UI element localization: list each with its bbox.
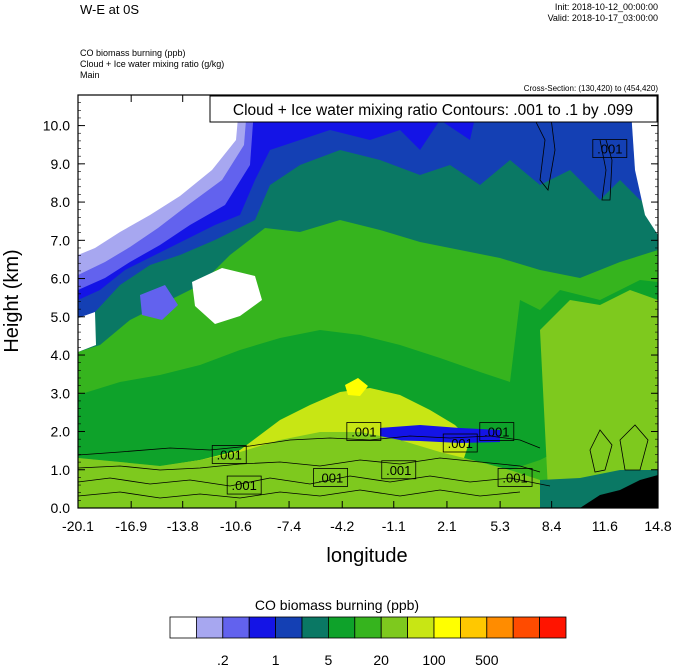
low-light-green (78, 432, 540, 508)
white-upper-right (630, 95, 658, 235)
filled-field-layer (78, 95, 658, 508)
colorbar-title: CO biomass burning (ppb) (254, 597, 420, 613)
x-tick-label: -13.8 (167, 518, 199, 534)
cloud-contour-layer (78, 109, 649, 499)
colorbar-swatch (275, 616, 303, 639)
x-tick-label: 2.1 (437, 518, 457, 534)
x-tick-label: -1.1 (382, 518, 406, 534)
colorbar-label: .2 (216, 652, 229, 668)
contour-label: .001 (232, 478, 257, 493)
y-tick-label: 7.0 (51, 232, 71, 248)
y-tick-label: 0.0 (51, 500, 71, 516)
blue-patch-left (140, 285, 178, 320)
white-mid-patch (192, 268, 262, 324)
x-tick-label: 8.4 (542, 518, 562, 534)
colorbar-swatch (486, 616, 514, 639)
contour-label-layer: .001 .001 .001 .001 .001 .001 .001 .001 .001 (211, 139, 628, 495)
field-description-line: Cloud + Ice water mixing ratio (g/kg) (80, 59, 225, 69)
contour-label-box (226, 475, 262, 495)
colorbar-swatch (327, 616, 356, 639)
colorbar-label: 20 (373, 652, 389, 668)
colorbar (169, 616, 567, 639)
colorbar-swatch (195, 616, 224, 639)
x-axis-label: longitude (326, 545, 407, 567)
white-upper-left (78, 95, 240, 255)
x-tick-label: -16.9 (115, 518, 147, 534)
colorbar-swatch (512, 616, 541, 639)
contour-label: .001 (597, 142, 622, 157)
colorbar-swatch (433, 616, 461, 639)
y-axis: 0.0 1.0 2.0 3.0 4.0 5.0 6.0 7.0 8.0 9.0 10.0 (43, 94, 658, 516)
colorbar-label: 100 (422, 652, 446, 668)
x-tick-label: 5.3 (490, 518, 510, 534)
right-light-green (540, 290, 658, 490)
cloud-contour-line (619, 424, 649, 471)
colorbar-swatch (222, 616, 250, 639)
contour-label-box (313, 468, 349, 487)
contour-label: .001 (484, 425, 509, 440)
contour-label-box (497, 468, 533, 487)
x-tick-label: -20.1 (62, 518, 94, 534)
y-tick-label: 3.0 (51, 385, 71, 401)
yellow-core (345, 378, 368, 396)
x-tick-label: -7.4 (277, 518, 301, 534)
colorbar-swatch (354, 616, 382, 639)
contour-label: .001 (386, 463, 411, 478)
y-axis-label: Height (km) (1, 249, 23, 352)
cloud-contour-line (78, 489, 521, 499)
y-tick-label: 4.0 (51, 347, 71, 363)
colorbar-label: 5 (324, 652, 333, 668)
colorbar-swatch (407, 616, 435, 639)
cloud-contour-line (529, 109, 556, 191)
colorbar-label: 1 (271, 652, 280, 668)
y-tick-label: 5.0 (51, 309, 71, 325)
contour-label-box (381, 460, 417, 480)
contour-label-box (442, 433, 478, 453)
white-left-patch (78, 312, 96, 352)
x-tick-label: 14.8 (644, 518, 671, 534)
x-tick-label: -10.6 (220, 518, 252, 534)
contour-label-box (346, 422, 382, 441)
cloud-contour-line (589, 429, 613, 473)
page-title: W-E at 0S (80, 2, 140, 17)
terrain-black (580, 475, 658, 508)
cross-section-label: Cross-Section: (130,420) to (454,420) (523, 84, 658, 93)
y-tick-label: 10.0 (43, 118, 70, 134)
contour-label-box (211, 445, 247, 464)
init-time: Init: 2018-10-12_00:00:00 (554, 2, 658, 12)
y-tick-label: 6.0 (51, 271, 71, 287)
chart-title: Cloud + Ice water mixing ratio Contours:… (233, 102, 633, 119)
contour-label-box (479, 422, 515, 441)
y-tick-label: 8.0 (51, 194, 71, 210)
field-description-line: CO biomass burning (ppb) (80, 48, 186, 58)
x-tick-label: -4.2 (330, 518, 354, 534)
y-tick-label: 1.0 (51, 462, 71, 478)
cloud-contour-line (599, 139, 613, 201)
y-tick-label: 2.0 (51, 424, 71, 440)
colorbar-swatch (380, 616, 409, 639)
colorbar-swatch (301, 616, 329, 639)
x-axis: -20.1 -16.9 -13.8 -10.6 -7.4 -4.2 -1.1 2.1 5.3 8.… (62, 95, 672, 534)
field-description-line: Main (80, 70, 100, 80)
contour-label: .001 (217, 447, 242, 462)
valid-time: Valid: 2018-10-17_03:00:00 (547, 13, 658, 23)
colorbar-swatch (459, 616, 488, 639)
contour-label: .001 (502, 470, 527, 485)
cloud-contour-line (78, 475, 551, 487)
blue-stripe (380, 425, 500, 443)
colorbar-swatch (539, 616, 567, 639)
cloud-contour-line (78, 457, 541, 473)
y-tick-label: 9.0 (51, 156, 71, 172)
colorbar-swatch (248, 616, 276, 639)
cloud-contour-line (78, 435, 541, 456)
colorbar-swatch (169, 616, 197, 639)
x-tick-label: 11.6 (592, 518, 618, 534)
contour-label-box (592, 139, 628, 158)
contour-label: .001 (351, 425, 376, 440)
contour-label: .001 (318, 470, 343, 485)
contour-label: .001 (448, 436, 473, 451)
contour-info-box (209, 95, 658, 123)
colorbar-label: 500 (475, 652, 499, 668)
